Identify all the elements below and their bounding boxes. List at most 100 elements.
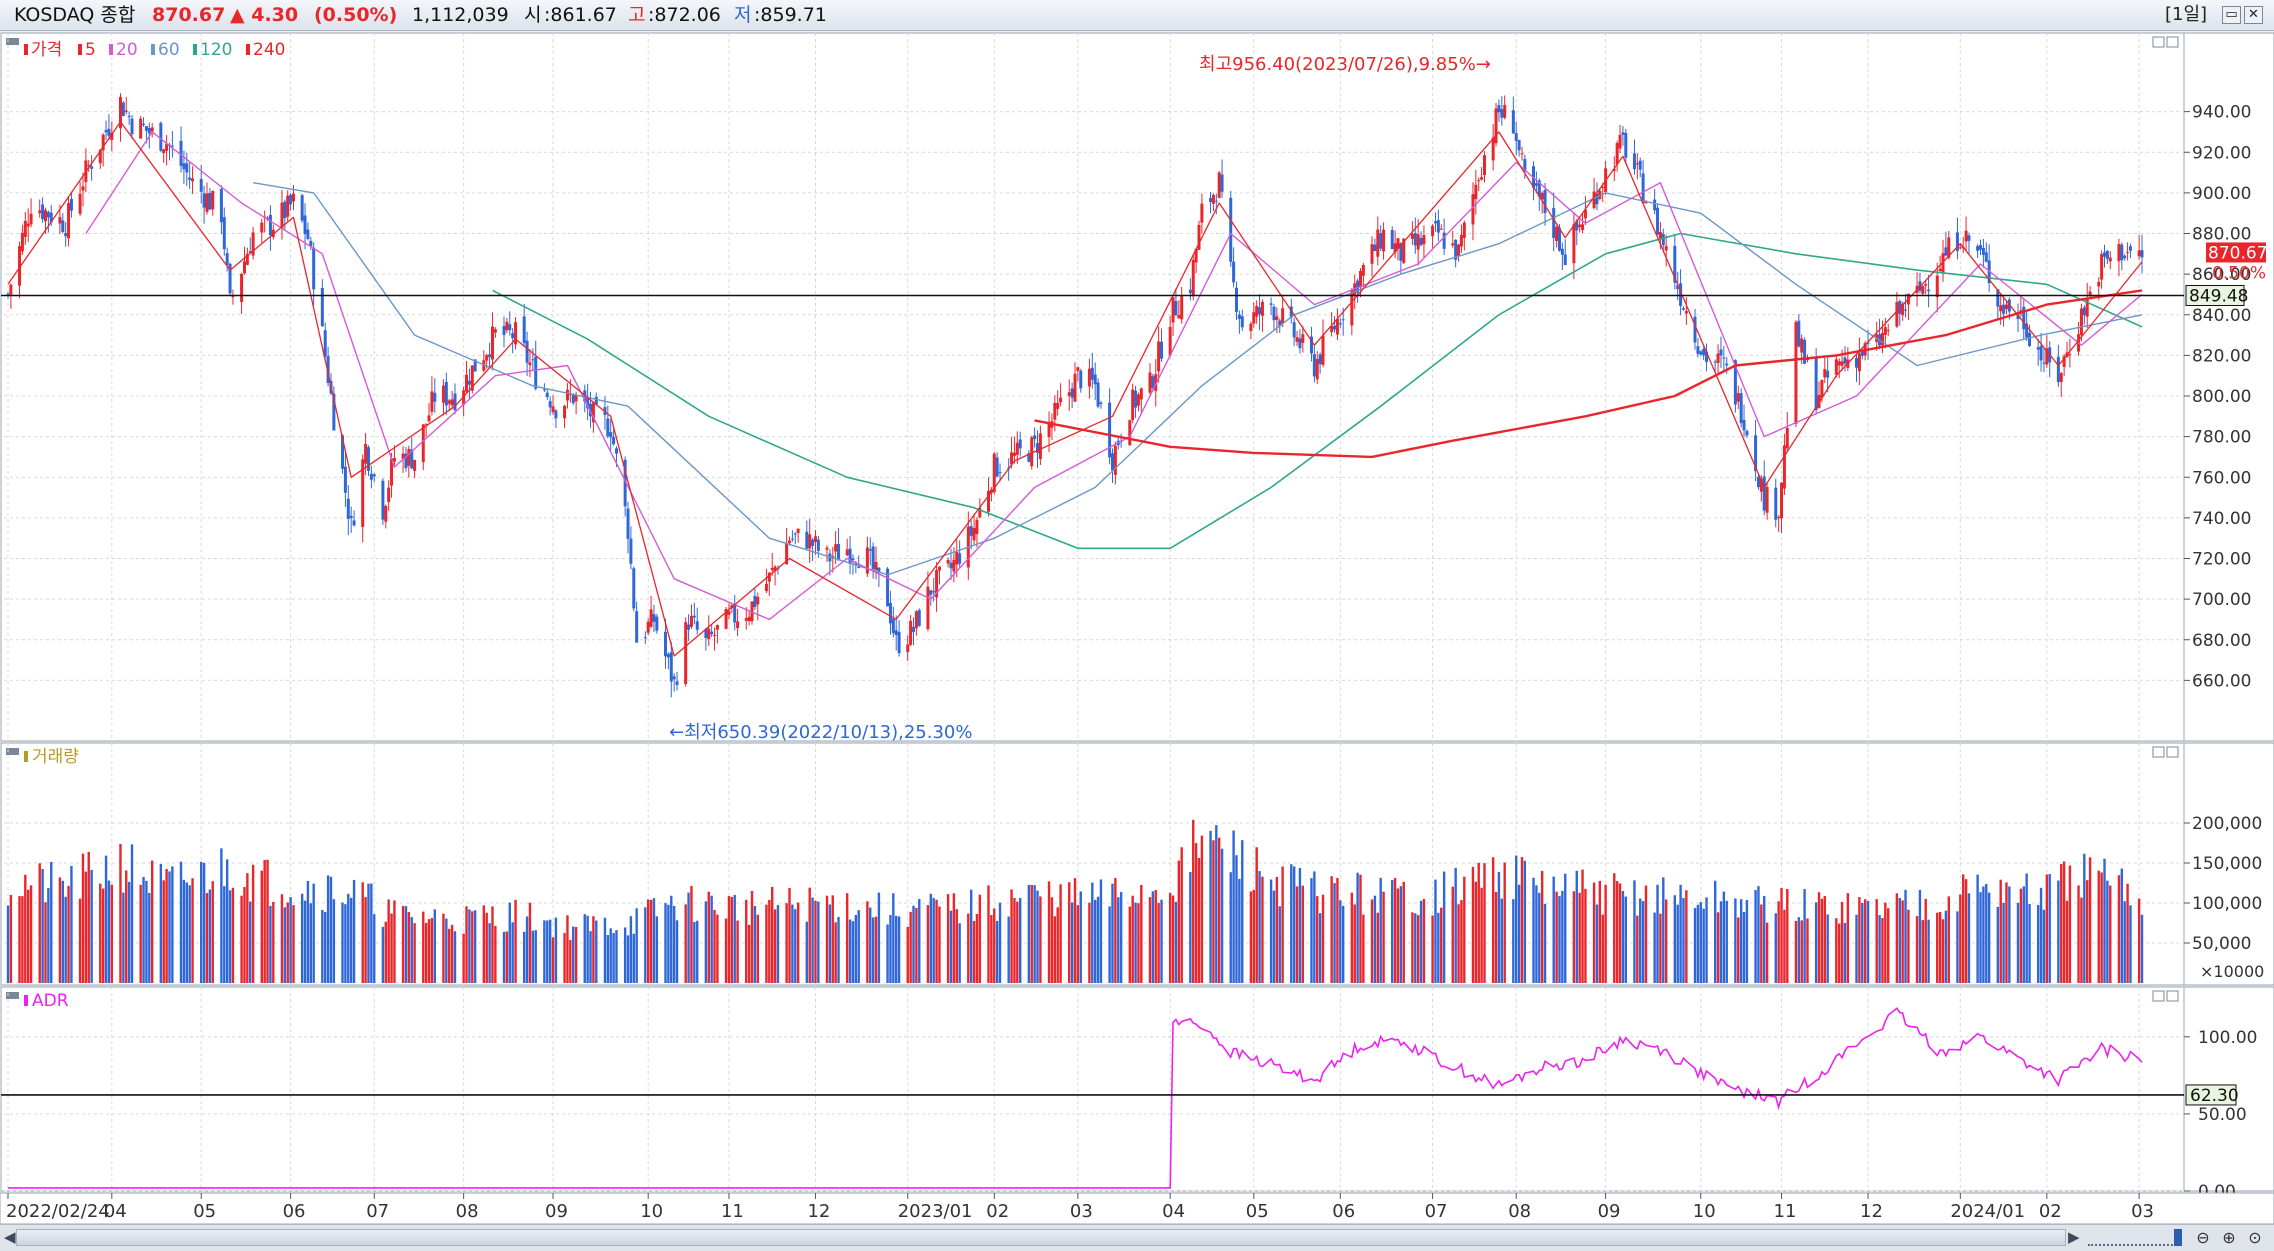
volume-bar [1985,883,1988,983]
volume-bar [321,909,324,983]
candle-body [286,195,290,217]
volume-bar [1269,879,1273,983]
zoom-slider[interactable] [2088,1232,2180,1246]
candle-body [1070,388,1074,398]
candle [1312,345,1316,383]
scroll-left-icon[interactable]: ◀ [4,1228,16,1246]
volume-bar [632,933,635,983]
volume-bar [606,935,610,983]
candle-body [1656,207,1660,235]
candle [1886,323,1890,337]
stock-chart[interactable]: 660.00680.00700.00720.00740.00760.00780.… [0,31,2274,1224]
candle [280,189,284,240]
volume-bar [1682,898,1685,983]
candle-body [978,507,982,518]
candle [1702,346,1706,361]
candle-body [1955,232,1959,251]
volume-bar [1232,830,1235,983]
candle [1944,231,1948,257]
candle-body [124,110,128,112]
candle-body [1358,270,1362,288]
minimize-icon[interactable]: ▭ [2222,6,2241,24]
zoom-slider-knob[interactable] [2174,1229,2182,1246]
candle [1390,226,1394,250]
volume-bar [1007,916,1010,983]
volume-bar [1295,886,1299,983]
candle [874,546,878,580]
volume-bar [1699,902,1702,983]
volume-bar [370,883,373,983]
candle-body [1012,452,1016,456]
volume-bar [1356,872,1359,983]
candle-body [1410,234,1414,239]
volume-bar [696,920,699,983]
candle-body [1148,372,1152,393]
close-icon[interactable]: ✕ [2244,6,2263,24]
candle-body [1935,275,1939,298]
volume-bar [1679,884,1682,983]
zoom-in-icon[interactable]: ⊕ [2222,1228,2236,1247]
volume-bar [796,902,800,983]
volume-bar [1059,884,1062,983]
period-selector[interactable]: [1일] [2165,4,2208,25]
volume-bar [1111,883,1114,983]
legend-swatch [24,44,28,55]
volume-bar [289,897,292,983]
volume-bar [1497,871,1501,983]
volume-bar [1936,912,1939,983]
volume-bar [208,889,212,983]
candle [1160,328,1164,362]
candle-body [1090,367,1094,380]
candle [1774,478,1778,528]
x-tick-label: 04 [104,1201,127,1222]
zoom-out-icon[interactable]: ⊖ [2196,1228,2210,1247]
volume-bar [1823,896,1826,983]
candle [78,181,82,216]
candle-body [240,273,244,302]
volume-bar [387,899,390,983]
candle [609,418,613,451]
candle [684,617,688,687]
candle-body [1439,228,1443,230]
candle [894,615,898,651]
candle-body [834,544,838,552]
candle-body [1370,244,1374,264]
scroll-right-icon[interactable]: ▶ [2068,1228,2080,1246]
candle [110,121,114,152]
zoom-reset-icon[interactable]: ⊙ [2248,1228,2262,1247]
candle-body [300,195,304,221]
candle-body [306,229,310,239]
volume-bar [1947,896,1950,983]
candle-body [531,359,535,361]
candle-body [995,457,999,477]
time-scrollbar[interactable]: ◀ ▶ ⊖ ⊕ ⊙ [0,1224,2274,1251]
x-tick-label: 08 [456,1201,479,1222]
price-y-tick-label: 720.00 [2192,550,2251,570]
candle [1036,430,1040,469]
candle [1981,238,1985,268]
candle [188,161,192,189]
candle [1330,311,1334,337]
volume-bar [938,906,941,983]
candle-body [130,118,134,135]
candle-body [441,385,445,403]
volume-bar [1099,879,1103,983]
volume-bar [422,911,425,983]
panel-vol-maximize-icon [2152,746,2165,758]
candle-body [1834,359,1838,375]
volume-bar [817,901,820,983]
candle [906,635,910,661]
volume-bar [1921,920,1925,983]
volume-bar [667,904,670,983]
panel-adr-menu-icon [6,992,19,999]
candle [1500,96,1504,126]
candle-body [1491,137,1495,161]
candle-body [1736,393,1740,402]
candle [240,272,244,314]
candle [689,604,693,629]
scroll-thumb[interactable] [16,1229,2066,1246]
candle-body [1188,289,1192,294]
candle-body [733,603,737,623]
candle-body [1658,231,1662,240]
candle [81,172,85,207]
